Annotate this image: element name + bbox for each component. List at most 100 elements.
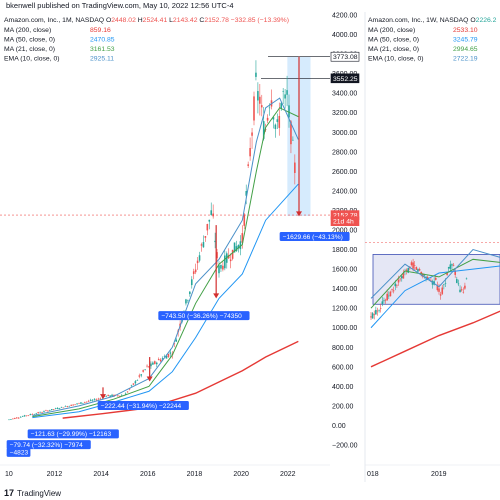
candle-body: [294, 162, 296, 173]
left-chart-panel[interactable]: 4200.004000.003800.003600.003400.003200.…: [0, 13, 360, 479]
left-y-tick-label: 1200.00: [332, 306, 357, 313]
right-candle-body: [415, 266, 418, 270]
candle-body: [243, 214, 246, 226]
candle-body: [288, 105, 290, 118]
ohlc-key-O: O: [106, 17, 111, 24]
candle-body: [202, 242, 205, 248]
left-y-tick-label: 600.00: [332, 364, 354, 371]
left-indicator-value: 2470.85: [90, 37, 115, 44]
candle-body: [64, 406, 67, 407]
measure-label: −222.44 (−31.94%) −22244: [101, 403, 182, 410]
right-chart-panel[interactable]: 018 2019 Amazon.com, Inc., 1W, NASDAQ O222…: [364, 12, 500, 482]
candle-body: [8, 419, 10, 421]
candle-body: [62, 407, 65, 409]
candle-body: [268, 107, 271, 109]
right-candle-body: [378, 309, 380, 311]
candle-body: [95, 399, 98, 401]
candle-body: [247, 164, 249, 166]
candle-body: [10, 419, 12, 420]
price-tag-label: 21d 4h: [333, 219, 354, 226]
candle-body: [159, 359, 162, 362]
drawdown-arrow-2015-head: [146, 376, 153, 382]
ohlc-value-low: 2143.42: [173, 17, 199, 24]
candle-body: [89, 399, 92, 401]
right-indicator-value: 2994.65: [453, 46, 478, 53]
right-candle-body: [370, 316, 372, 318]
left-y-tick-label: 3400.00: [332, 91, 357, 98]
candle-body: [216, 252, 218, 259]
measure-label: −121.63 (−29.99%) −12163: [31, 431, 112, 438]
footer: 17 TradingView: [0, 486, 500, 500]
candle-body: [19, 416, 22, 418]
left-y-tick-label: 400.00: [332, 384, 354, 391]
candle-body: [87, 400, 90, 402]
left-indicator-name: MA (21, close, 0): [4, 46, 55, 53]
right-candle-body: [396, 285, 398, 287]
candle-body: [276, 119, 279, 122]
publish-header: bkenwell published on TradingView.com, M…: [6, 1, 234, 10]
left-y-tick-label: 1800.00: [332, 247, 357, 254]
left-y-tick-label: 4000.00: [332, 32, 357, 39]
right-candle-body: [412, 262, 414, 269]
price-tag-label: 2152.78: [333, 213, 358, 220]
right-candle-body: [400, 276, 403, 279]
candle-body: [47, 410, 49, 412]
candle-body: [58, 408, 61, 410]
right-indicator-name: MA (50, close, 0): [368, 37, 419, 44]
right-series-ema-10: [370, 248, 500, 299]
measure-label-box: [27, 429, 119, 439]
candle-body: [241, 233, 244, 243]
right-candle-body: [379, 308, 382, 309]
candle-body: [136, 380, 139, 381]
candle-body: [222, 265, 224, 270]
candle-body: [23, 415, 26, 417]
candle-body: [128, 388, 131, 390]
candle-body: [140, 374, 143, 376]
right-candle-body: [383, 300, 385, 302]
candle-body: [132, 383, 135, 385]
measure-label: −743.50 (−36.26%) −74350: [161, 313, 242, 320]
candle-body: [208, 219, 211, 222]
right-candle-body: [447, 267, 450, 269]
right-panel-bg: [365, 12, 500, 482]
right-candle-body: [462, 291, 465, 293]
candle-body: [119, 395, 121, 397]
candle-body: [41, 412, 43, 413]
right-candle-body: [434, 277, 437, 280]
measure-label-box: [97, 401, 189, 411]
right-x-tick-label: 018: [367, 471, 379, 478]
left-indicator-value: 2925.11: [90, 56, 114, 63]
left-indicator-value: 3161.53: [90, 46, 115, 53]
right-candle-body: [449, 264, 452, 269]
candle-body: [200, 244, 203, 246]
ohlc-change: −332.85 (−13.39%): [231, 17, 289, 24]
candle-body: [37, 412, 39, 414]
candle-body: [130, 385, 133, 387]
left-y-tick-label: 200.00: [332, 403, 354, 410]
right-candle-body: [389, 291, 392, 297]
right-candle-body: [407, 268, 410, 273]
series-line-ma-200: [62, 340, 299, 419]
candle-body: [167, 353, 170, 357]
candle-body: [175, 339, 178, 342]
right-x-tick-label: 2019: [431, 471, 447, 478]
tradingview-brand: TradingView: [17, 488, 62, 498]
left-y-tick-label: 800.00: [332, 345, 354, 352]
candle-body: [68, 405, 71, 407]
left-x-tick-label: 2016: [140, 471, 156, 478]
price-tag: [330, 73, 360, 84]
candle-body: [189, 291, 191, 295]
candle-body: [192, 271, 195, 274]
candle-body: [70, 404, 73, 406]
series-line-ma-50: [32, 183, 299, 419]
candle-body: [54, 408, 57, 409]
right-candle-body: [439, 294, 442, 296]
candle-body: [14, 418, 16, 419]
candle-body: [274, 124, 277, 130]
ohlc-key-L: L: [169, 17, 173, 24]
candle-body: [15, 417, 18, 419]
left-x-tick-label: 2012: [47, 471, 63, 478]
chart-area[interactable]: 4200.004000.003800.003600.003400.003200.…: [0, 0, 500, 486]
right-candle-body: [394, 283, 397, 287]
candle-body: [231, 249, 234, 259]
